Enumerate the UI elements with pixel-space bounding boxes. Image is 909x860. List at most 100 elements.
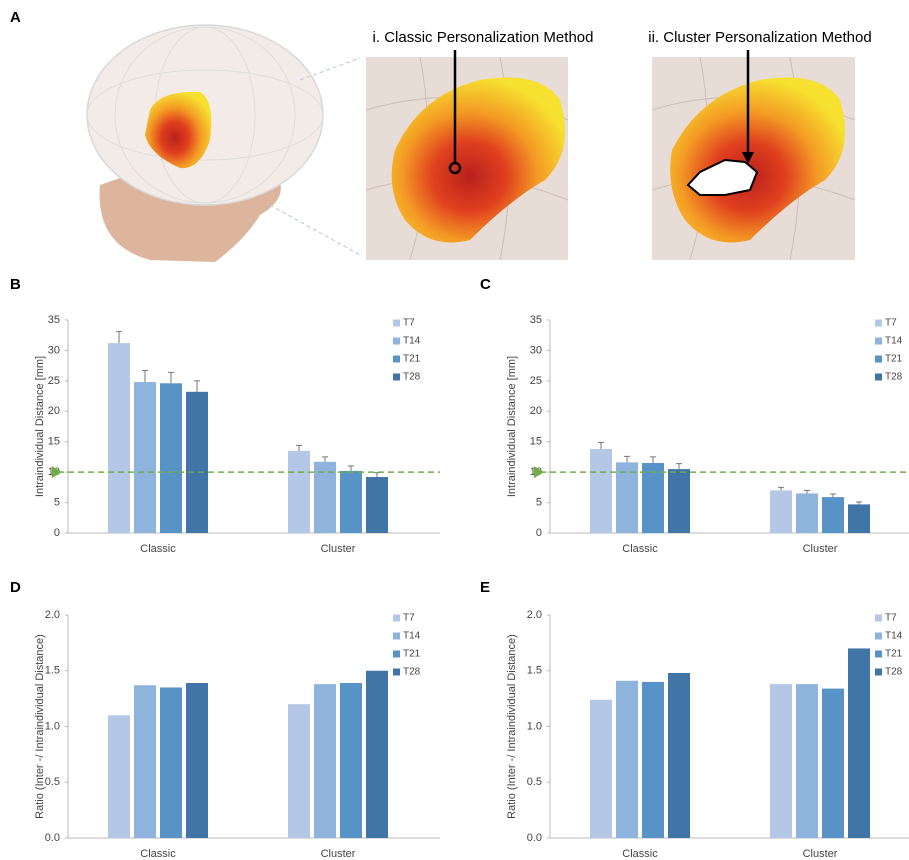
- bar: [108, 715, 130, 838]
- y-tick-label: 1.5: [527, 665, 542, 677]
- error-bar: [374, 473, 380, 477]
- bar: [616, 681, 638, 838]
- y-tick-label: 25: [530, 375, 542, 387]
- y-tick-label: 1.5: [45, 665, 60, 677]
- bar: [848, 648, 870, 838]
- x-tick-label: Classic: [140, 848, 176, 860]
- x-tick-label: Classic: [140, 543, 176, 555]
- figure: A i. Classic Personalization Method ii. …: [0, 0, 909, 860]
- bar: [668, 469, 690, 533]
- bar: [108, 343, 130, 533]
- legend-swatch: [875, 633, 882, 640]
- y-tick-label: 5: [54, 496, 60, 508]
- y-tick-label: 1.0: [45, 720, 60, 732]
- y-axis-label: Ratio (Inter -/ Intraindividual Distance…: [506, 634, 518, 819]
- inset-cluster: [652, 50, 855, 260]
- error-bar: [804, 490, 810, 493]
- bar: [134, 685, 156, 838]
- legend-swatch: [875, 651, 882, 658]
- y-tick-label: 20: [48, 405, 60, 417]
- y-tick-label: 15: [48, 436, 60, 448]
- legend-label: T28: [885, 372, 903, 383]
- bar: [642, 463, 664, 533]
- bar: [314, 684, 336, 838]
- bar: [796, 684, 818, 838]
- legend-label: T28: [403, 372, 421, 383]
- legend-swatch: [393, 356, 400, 363]
- legend-swatch: [875, 374, 882, 381]
- error-bar: [296, 445, 302, 450]
- error-bar: [194, 381, 200, 392]
- legend-label: T21: [885, 649, 903, 660]
- y-tick-label: 2.0: [45, 609, 60, 621]
- panel-letter: D: [10, 579, 21, 596]
- legend-label: T7: [885, 318, 897, 329]
- error-bar: [598, 442, 604, 449]
- y-tick-label: 35: [530, 314, 542, 326]
- legend-label: T28: [403, 667, 421, 678]
- legend-swatch: [393, 651, 400, 658]
- error-bar: [322, 457, 328, 462]
- y-axis-label: Intraindividual Distance [mm]: [34, 356, 46, 497]
- bar: [616, 462, 638, 533]
- x-tick-label: Classic: [622, 848, 658, 860]
- error-bar: [676, 464, 682, 469]
- legend-swatch: [875, 320, 882, 327]
- legend-swatch: [393, 633, 400, 640]
- panel-letter: C: [480, 276, 491, 293]
- y-tick-label: 2.0: [527, 609, 542, 621]
- bar: [186, 683, 208, 838]
- legend-label: T14: [885, 631, 903, 642]
- panel-letter: A: [10, 9, 21, 26]
- bar: [288, 704, 310, 838]
- error-bar: [778, 487, 784, 490]
- legend-swatch: [875, 338, 882, 345]
- error-bar: [624, 456, 630, 462]
- y-tick-label: 0.0: [45, 832, 60, 844]
- bar: [160, 687, 182, 838]
- bar: [642, 682, 664, 838]
- inset-classic: [366, 50, 568, 260]
- y-tick-label: 20: [530, 405, 542, 417]
- legend-label: T14: [403, 631, 421, 642]
- legend-label: T7: [885, 613, 897, 624]
- y-tick-label: 1.0: [527, 720, 542, 732]
- bar: [288, 451, 310, 533]
- bar: [186, 392, 208, 533]
- bar: [770, 490, 792, 533]
- panel-letter: E: [480, 579, 490, 596]
- y-tick-label: 0.5: [527, 776, 542, 788]
- bar: [822, 497, 844, 533]
- bar: [134, 382, 156, 533]
- legend-label: T21: [403, 649, 421, 660]
- y-tick-label: 35: [48, 314, 60, 326]
- legend-label: T7: [403, 318, 415, 329]
- y-tick-label: 25: [48, 375, 60, 387]
- legend-label: T14: [885, 336, 903, 347]
- error-bar: [116, 332, 122, 344]
- error-bar: [650, 457, 656, 463]
- x-tick-label: Cluster: [321, 543, 356, 555]
- y-tick-label: 0: [536, 527, 542, 539]
- legend-label: T21: [403, 354, 421, 365]
- y-tick-label: 30: [48, 344, 60, 356]
- legend-label: T21: [885, 354, 903, 365]
- legend-swatch: [393, 615, 400, 622]
- legend-swatch: [875, 615, 882, 622]
- error-bar: [142, 371, 148, 383]
- y-tick-label: 30: [530, 344, 542, 356]
- y-tick-label: 0.0: [527, 832, 542, 844]
- legend-label: T28: [885, 667, 903, 678]
- panel-letter: B: [10, 276, 21, 293]
- legend-label: T7: [403, 613, 415, 624]
- legend-swatch: [393, 374, 400, 381]
- bar: [590, 449, 612, 533]
- bar: [366, 671, 388, 838]
- legend-swatch: [393, 338, 400, 345]
- error-bar: [348, 466, 354, 471]
- x-tick-label: Cluster: [803, 543, 838, 555]
- y-tick-label: 15: [530, 436, 542, 448]
- x-tick-label: Cluster: [321, 848, 356, 860]
- bar: [668, 673, 690, 838]
- error-bar: [168, 372, 174, 383]
